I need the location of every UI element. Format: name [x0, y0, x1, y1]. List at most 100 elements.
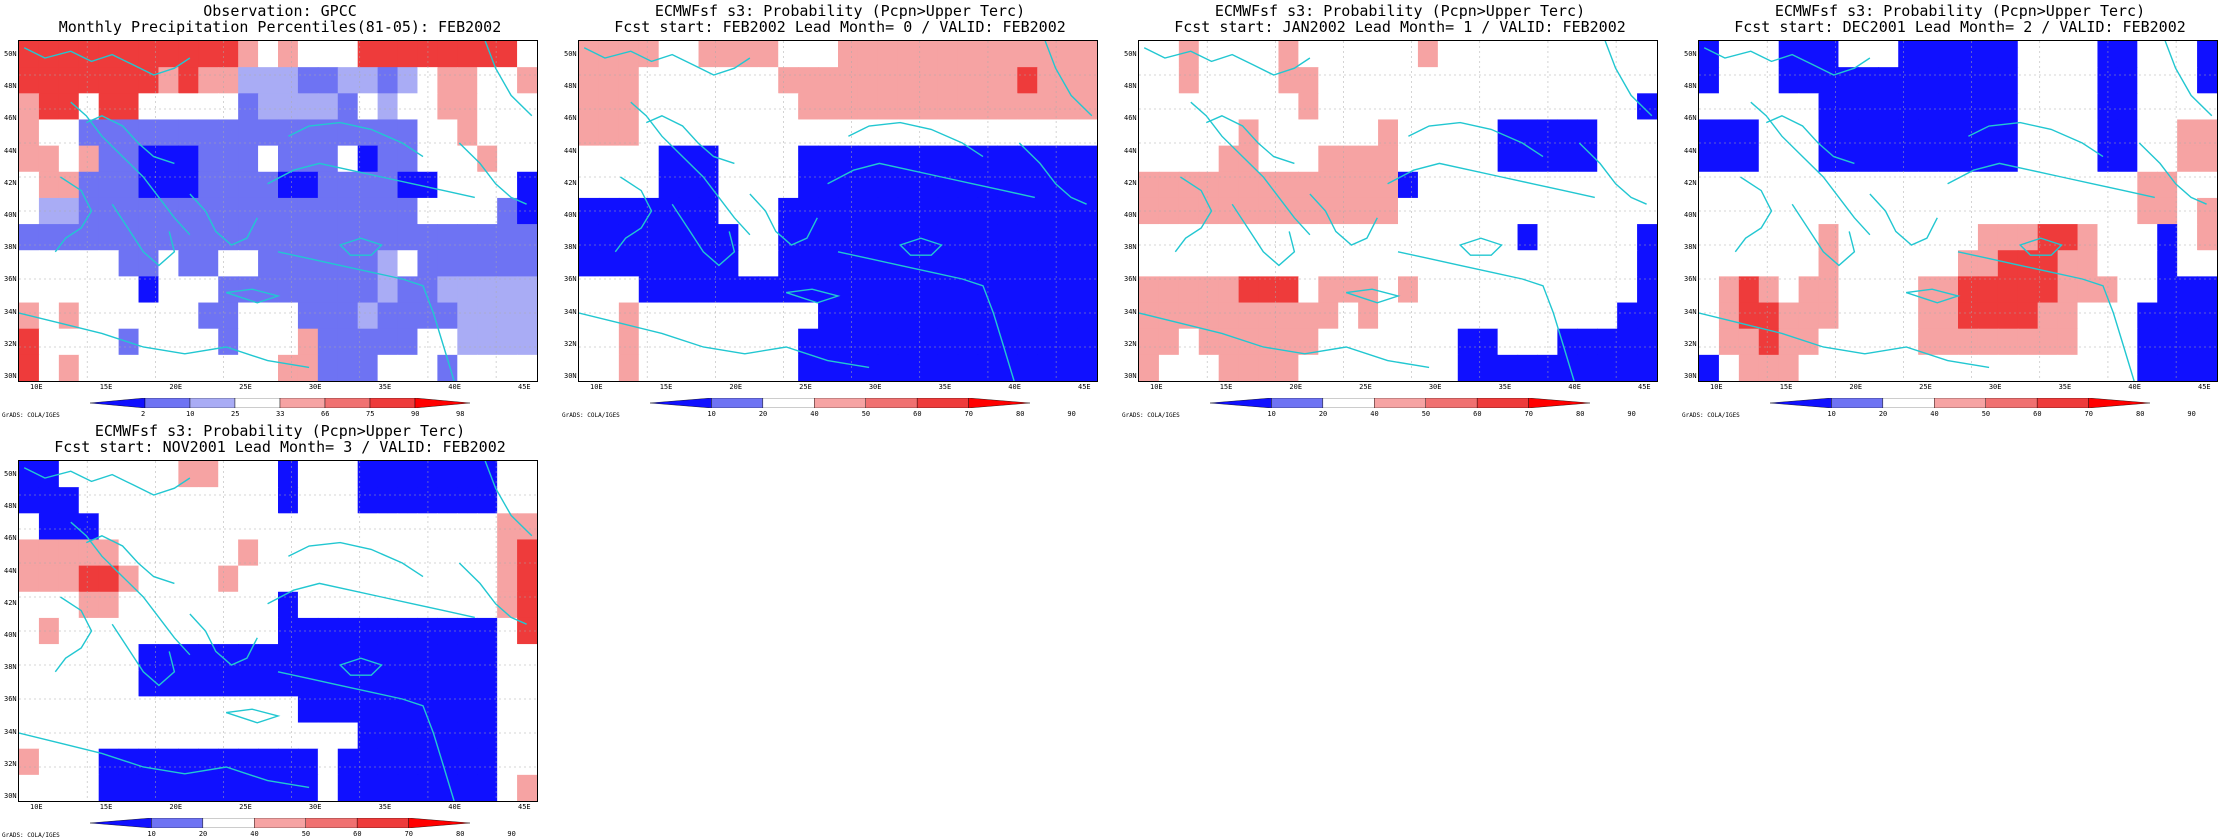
grid-cell — [158, 487, 179, 514]
grid-cell — [1077, 276, 1097, 304]
colorbar-swatch — [254, 818, 306, 828]
grid-cell — [497, 774, 518, 801]
grid-cell — [497, 171, 518, 199]
grid-cell — [98, 354, 120, 381]
grid-cell — [957, 197, 979, 225]
grid-cell — [1958, 171, 1979, 199]
grid-cell — [1517, 119, 1539, 147]
grid-cell — [818, 67, 839, 94]
grid-cell — [477, 119, 498, 147]
coastline — [2018, 237, 2063, 256]
coastline — [86, 535, 175, 585]
grid-cell — [2137, 250, 2158, 277]
grid-cell — [1077, 250, 1097, 277]
grid-cell — [397, 670, 419, 697]
grid-cell — [1298, 302, 1319, 330]
grid-cell — [437, 67, 458, 94]
grid-cell — [997, 302, 1018, 330]
grid-cell — [38, 302, 60, 330]
grid-cell — [678, 93, 700, 121]
grid-cell — [517, 41, 537, 68]
grid-cell — [357, 171, 379, 199]
grid-cell — [158, 41, 179, 68]
grid-cell — [457, 774, 478, 801]
grid-cell — [2017, 302, 2039, 330]
lon-tick-label: 10E — [30, 383, 43, 391]
grid-cell — [598, 67, 620, 94]
grid-cell — [1878, 276, 1899, 304]
grid-cell — [658, 119, 680, 147]
lat-tick-label: 40N — [1124, 211, 1137, 219]
map-panel-3: ECMWFsf s3: Probability (Pcpn>Upper Terc… — [1120, 0, 1680, 420]
grid-cell — [58, 250, 80, 277]
colorbar-swatch — [1322, 398, 1375, 408]
grid-cell — [477, 461, 498, 488]
grid-cell — [738, 93, 759, 121]
coastline — [583, 47, 751, 76]
grid-cell — [1218, 197, 1240, 225]
grid-cell — [1437, 276, 1459, 304]
grid-cell — [1597, 197, 1618, 225]
grid-cell — [377, 513, 399, 541]
grid-cell — [2017, 67, 2039, 94]
grid-cell — [1238, 302, 1260, 330]
grid-cell — [337, 328, 359, 356]
grid-cell — [1278, 224, 1299, 251]
grid-cell — [758, 197, 779, 225]
grid-cell — [1497, 224, 1519, 251]
coastline — [646, 115, 735, 165]
grid-cell — [1278, 328, 1299, 356]
grid-cell — [1077, 302, 1097, 330]
grid-cell — [1358, 354, 1379, 381]
grid-cell — [178, 93, 199, 121]
grid-cell — [977, 302, 998, 330]
grid-cell — [178, 591, 199, 619]
grid-cell — [698, 276, 720, 304]
grid-cell — [678, 197, 700, 225]
grid-cell — [778, 224, 799, 251]
grid-cell — [2177, 354, 2198, 381]
grid-cell — [1617, 276, 1638, 304]
grid-cell — [437, 302, 458, 330]
grid-cell — [857, 328, 879, 356]
grid-cell — [1637, 119, 1657, 147]
grid-cell — [778, 354, 799, 381]
coastline — [848, 121, 984, 158]
grid-cell — [437, 513, 458, 541]
grid-cell — [218, 328, 239, 356]
grid-cell — [1997, 328, 2019, 356]
grid-cell — [278, 171, 299, 199]
lat-tick-label: 32N — [1684, 339, 1697, 348]
grid-cell — [897, 328, 919, 356]
grid-cell — [579, 93, 600, 121]
grid-cell — [598, 328, 620, 356]
grid-cell — [1517, 41, 1539, 68]
grid-cell — [1437, 354, 1459, 381]
grid-cell — [1517, 328, 1539, 356]
grid-cell — [1938, 41, 1959, 68]
grid-cell — [1198, 197, 1220, 225]
grid-cell — [818, 197, 839, 225]
grid-cell — [1158, 41, 1180, 68]
coastline — [86, 115, 175, 165]
grid-cell — [1037, 354, 1058, 381]
grid-cell — [1997, 250, 2019, 277]
grid-cell — [1898, 197, 1919, 225]
grid-cell — [1758, 145, 1780, 173]
grid-cell — [1517, 354, 1539, 381]
grid-cell — [738, 224, 759, 251]
credit-text: GrADS: COLA/IGES — [2, 412, 60, 419]
grid-cell — [118, 276, 140, 304]
grid-cell — [1178, 328, 1200, 356]
coastline — [1578, 142, 1647, 205]
grid-cell — [98, 250, 120, 277]
grid-cell — [1298, 41, 1319, 68]
grid-cell — [897, 171, 919, 199]
grid-cell — [1898, 250, 1919, 277]
grid-cell — [1718, 145, 1740, 173]
grid-cell — [317, 487, 339, 514]
lon-tick-label: 15E — [659, 383, 673, 391]
grid-cell — [718, 328, 739, 356]
grid-cell — [598, 119, 620, 147]
map-svg — [1699, 41, 2217, 381]
